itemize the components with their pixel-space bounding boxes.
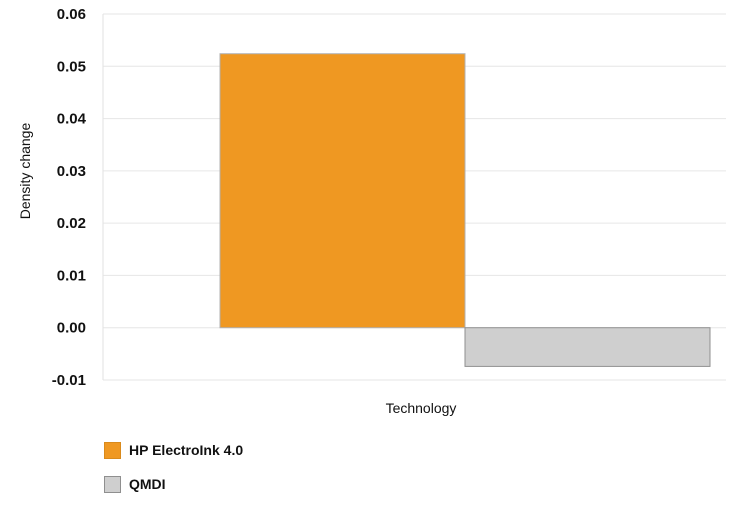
y-tick-label: 0.00 xyxy=(57,320,86,337)
legend-item-hp-electroink: HP ElectroInk 4.0 xyxy=(104,440,243,460)
bar-qmdi xyxy=(464,327,711,367)
y-tick-label: 0.01 xyxy=(57,267,86,284)
legend-swatch-hp-electroink xyxy=(104,441,121,459)
y-tick-label: 0.05 xyxy=(57,58,86,75)
legend-swatch-qmdi xyxy=(104,475,121,493)
y-tick-label: 0.03 xyxy=(57,163,86,180)
legend-label-hp-electroink: HP ElectroInk 4.0 xyxy=(129,442,244,458)
y-tick-label: -0.01 xyxy=(52,372,86,389)
y-tick-label: 0.04 xyxy=(57,111,87,128)
bar-chart: 0.06 0.05 0.04 0.03 0.02 0.01 0.00 -0.01 Densit… xyxy=(17,6,726,416)
bar-hp-electroink-4-0 xyxy=(219,53,466,329)
y-axis-title: Density change xyxy=(17,123,33,220)
bars xyxy=(219,53,711,367)
legend-item-qmdi: QMDI xyxy=(104,474,243,494)
x-axis-title: Technology xyxy=(386,400,457,416)
y-tick-label: 0.02 xyxy=(57,215,86,232)
y-tick-labels: 0.06 0.05 0.04 0.03 0.02 0.01 0.00 -0.01 xyxy=(52,6,87,389)
legend: HP ElectroInk 4.0 QMDI xyxy=(104,440,243,508)
y-tick-label: 0.06 xyxy=(57,6,86,23)
legend-label-qmdi: QMDI xyxy=(129,476,166,492)
